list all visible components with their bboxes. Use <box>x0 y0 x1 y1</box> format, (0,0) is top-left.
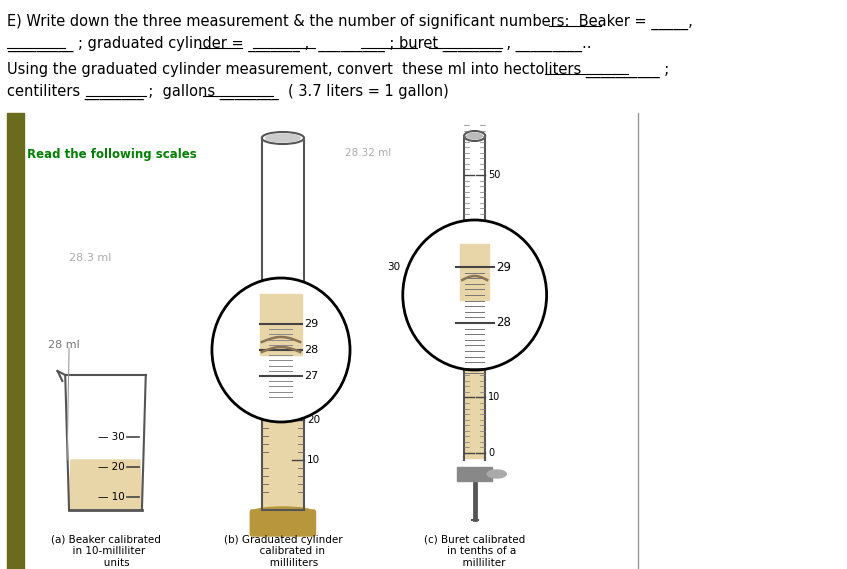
Text: (b) Graduated cylinder
      calibrated in
       milliliters: (b) Graduated cylinder calibrated in mil… <box>224 535 342 568</box>
Text: — 30: — 30 <box>98 432 125 442</box>
Text: 50: 50 <box>307 295 320 305</box>
Text: 29: 29 <box>304 319 318 329</box>
Text: — 10: — 10 <box>98 492 125 502</box>
Bar <box>460 244 489 300</box>
Circle shape <box>212 278 350 422</box>
Circle shape <box>403 220 546 370</box>
Ellipse shape <box>464 131 485 141</box>
Bar <box>262 130 304 510</box>
Text: Read the following scales: Read the following scales <box>27 148 197 161</box>
Text: 30: 30 <box>307 375 320 385</box>
Ellipse shape <box>262 132 304 144</box>
Text: 0: 0 <box>488 448 495 458</box>
Text: 20: 20 <box>488 337 501 347</box>
Text: 28: 28 <box>304 345 318 355</box>
Text: centiliters ________ ;  gallons ________  ( 3.7 liters = 1 gallon): centiliters ________ ; gallons ________ … <box>7 84 448 100</box>
Text: 28 ml: 28 ml <box>48 340 80 350</box>
Ellipse shape <box>252 507 313 517</box>
Text: 27: 27 <box>304 371 318 381</box>
FancyBboxPatch shape <box>251 510 315 536</box>
Text: 30: 30 <box>488 281 501 291</box>
Bar <box>465 323 484 458</box>
Text: 28: 28 <box>495 316 511 329</box>
Text: (a) Beaker calibrated
  in 10-milliliter
       units: (a) Beaker calibrated in 10-milliliter u… <box>51 535 160 568</box>
Bar <box>464 130 485 460</box>
Bar <box>7 113 24 569</box>
Text: 20: 20 <box>307 415 320 425</box>
Text: 28.32 ml: 28.32 ml <box>346 148 391 158</box>
Polygon shape <box>69 460 142 510</box>
Ellipse shape <box>467 133 482 139</box>
Text: 40: 40 <box>488 225 501 236</box>
Text: Using the graduated cylinder measurement, convert  these ml into hectoliters ___: Using the graduated cylinder measurement… <box>7 62 669 78</box>
Text: 50: 50 <box>488 170 501 180</box>
Text: 10: 10 <box>488 393 501 402</box>
Ellipse shape <box>266 134 300 142</box>
Text: 10: 10 <box>307 455 320 465</box>
Bar <box>457 467 492 481</box>
Text: 40: 40 <box>307 335 320 345</box>
Text: 29: 29 <box>495 261 511 274</box>
Ellipse shape <box>487 470 507 478</box>
Text: E) Write down the three measurement & the number of significant numbers:  Beaker: E) Write down the three measurement & th… <box>7 14 693 30</box>
Bar <box>263 368 303 508</box>
Bar <box>260 294 302 355</box>
Text: 30: 30 <box>387 262 400 272</box>
Text: — 20: — 20 <box>98 462 125 472</box>
Text: (c) Buret calibrated
    in tenths of a
      milliliter: (c) Buret calibrated in tenths of a mill… <box>424 535 525 568</box>
Text: _________ ; graduated cylinder = _______ ,  _________ ; buret ________ , _______: _________ ; graduated cylinder = _______… <box>7 36 591 52</box>
Text: 28.3 ml: 28.3 ml <box>69 253 112 263</box>
